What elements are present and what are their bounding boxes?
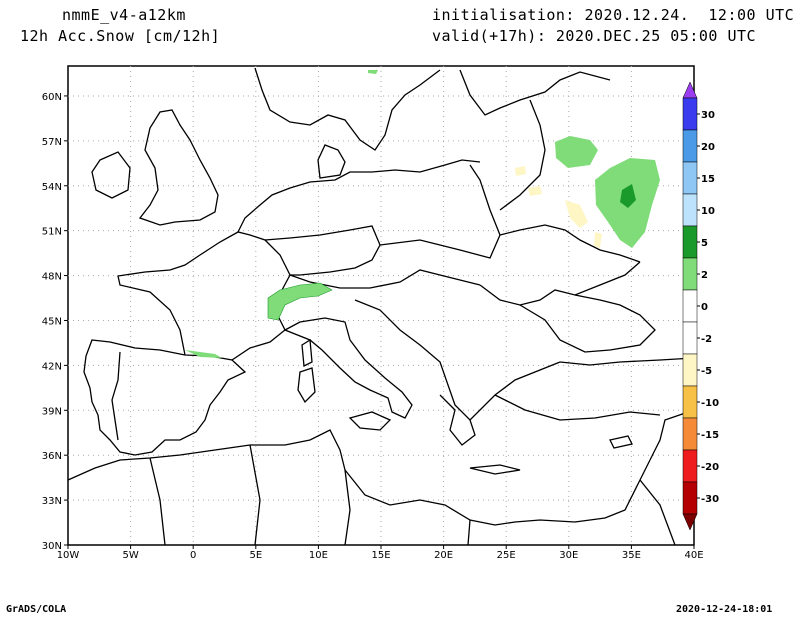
lat-tick-label: 42N bbox=[42, 361, 62, 372]
balkans bbox=[354, 299, 561, 421]
colorbar-segment bbox=[682, 481, 698, 515]
colorbar-label: 0 bbox=[701, 302, 708, 313]
lat-tick-label: 51N bbox=[42, 227, 62, 238]
ireland bbox=[91, 151, 131, 199]
lat-tick-label: 36N bbox=[42, 451, 62, 462]
lon-tick-label: 15E bbox=[371, 550, 390, 561]
colorbar-bottom-arrow bbox=[682, 513, 698, 531]
lon-tick-label: 30E bbox=[559, 550, 578, 561]
model-title: nmmE_v4-a12km bbox=[62, 6, 186, 24]
colorbar-label: 30 bbox=[701, 110, 715, 121]
colorbar-label: 2 bbox=[701, 270, 708, 281]
lon-tick-label: 10E bbox=[309, 550, 328, 561]
colorbar-label: -30 bbox=[701, 494, 719, 505]
colorbar-label: 15 bbox=[701, 174, 715, 185]
cyprus bbox=[609, 435, 633, 449]
colorbar-segment bbox=[682, 257, 698, 291]
snow-areas bbox=[185, 70, 660, 358]
scandinavia bbox=[254, 67, 441, 151]
lon-tick-label: 10W bbox=[57, 550, 80, 561]
colorbar-label: 20 bbox=[701, 142, 715, 153]
melt-ukraine bbox=[594, 232, 602, 248]
lon-tick-label: 0 bbox=[190, 550, 196, 561]
portugal-border bbox=[111, 351, 121, 441]
colorbar-segment bbox=[682, 129, 698, 163]
finland-baltic bbox=[459, 69, 611, 116]
colorbar-label: -5 bbox=[701, 366, 712, 377]
snow-russia-west bbox=[555, 136, 598, 168]
melt-lithuania bbox=[528, 186, 542, 196]
corsica bbox=[301, 338, 313, 368]
colorbar-segment bbox=[682, 225, 698, 259]
north-africa-coast bbox=[67, 429, 651, 526]
africa-borders bbox=[149, 444, 676, 546]
colorbar-segment bbox=[682, 161, 698, 195]
lat-tick-label: 54N bbox=[42, 182, 62, 193]
great-britain bbox=[138, 109, 219, 226]
turkey bbox=[559, 357, 695, 366]
levant bbox=[649, 409, 695, 461]
colorbar-segment bbox=[682, 353, 698, 387]
melt-latvia bbox=[515, 166, 526, 176]
colorbar-segment bbox=[682, 193, 698, 227]
colorbar-label: 5 bbox=[701, 238, 708, 249]
lon-tick-label: 35E bbox=[622, 550, 641, 561]
init-time: initialisation: 2020.12.24. 12:00 UTC bbox=[432, 6, 795, 24]
coastlines bbox=[67, 67, 695, 546]
poland-borders bbox=[379, 164, 501, 259]
sardinia bbox=[297, 367, 316, 404]
lat-tick-label: 60N bbox=[42, 92, 62, 103]
variable-title: 12h Acc.Snow [cm/12h] bbox=[20, 27, 221, 45]
colorbar-segment bbox=[682, 289, 698, 323]
snow-alps bbox=[267, 282, 333, 321]
colorbar-segment bbox=[682, 97, 698, 131]
colorbar-label: -2 bbox=[701, 334, 712, 345]
snow-russia-core bbox=[620, 184, 636, 208]
colorbar-segment bbox=[682, 449, 698, 483]
greece bbox=[439, 394, 476, 446]
valid-time: valid(+17h): 2020.DEC.25 05:00 UTC bbox=[432, 27, 757, 45]
colorbar-segment bbox=[682, 385, 698, 419]
lon-tick-label: 25E bbox=[497, 550, 516, 561]
lat-tick-label: 39N bbox=[42, 406, 62, 417]
melt-belarus bbox=[565, 200, 588, 228]
eastern-borders bbox=[479, 261, 641, 306]
colorbar-segment bbox=[682, 417, 698, 451]
colorbar-label: 10 bbox=[701, 206, 715, 217]
lat-tick-label: 57N bbox=[42, 137, 62, 148]
lon-tick-label: 40E bbox=[684, 550, 703, 561]
turkey-south bbox=[494, 394, 661, 421]
black-sea bbox=[519, 294, 656, 353]
italy bbox=[283, 317, 413, 419]
lat-tick-label: 45N bbox=[42, 316, 62, 327]
sicily bbox=[348, 411, 392, 431]
map-area bbox=[67, 65, 695, 546]
lat-tick-label: 48N bbox=[42, 272, 62, 283]
lon-tick-label: 20E bbox=[434, 550, 453, 561]
lon-tick-label: 5E bbox=[249, 550, 262, 561]
lat-tick-label: 30N bbox=[42, 541, 62, 552]
snow-pyrenees bbox=[185, 350, 222, 358]
eastern-europe-borders bbox=[499, 99, 641, 263]
colorbar-label: -15 bbox=[701, 430, 719, 441]
melt-areas bbox=[515, 166, 602, 248]
france-coast bbox=[117, 231, 291, 361]
crete bbox=[469, 464, 521, 475]
latitude-labels: 30N 33N 36N 39N 42N 45N 48N 51N 54N 57N 60N bbox=[42, 92, 68, 552]
map-frame bbox=[67, 65, 695, 546]
colorbar-segment bbox=[682, 321, 698, 355]
lat-tick-label: 33N bbox=[42, 496, 62, 507]
footer-left: GrADS/COLA bbox=[6, 604, 67, 615]
longitude-labels: 10W 5W 0 5E 10E 15E 20E 25E 30E 35E 40E bbox=[57, 545, 704, 561]
snow-scandinavia bbox=[368, 70, 378, 74]
footer-right: 2020-12-24-18:01 bbox=[676, 604, 773, 615]
denmark bbox=[317, 144, 346, 179]
colorbar-label: -20 bbox=[701, 462, 719, 473]
iberia-coast bbox=[83, 339, 247, 456]
lon-tick-label: 5W bbox=[122, 550, 138, 561]
central-europe-north-coast bbox=[237, 159, 481, 233]
colorbar-label: -10 bbox=[701, 398, 719, 409]
